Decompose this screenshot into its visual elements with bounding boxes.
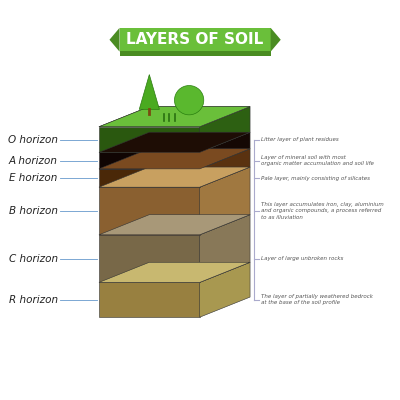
Polygon shape	[200, 262, 250, 317]
Polygon shape	[99, 187, 200, 235]
Polygon shape	[99, 149, 250, 169]
Polygon shape	[99, 167, 250, 187]
Polygon shape	[200, 149, 250, 187]
Polygon shape	[99, 132, 250, 152]
Polygon shape	[200, 167, 250, 235]
Polygon shape	[110, 28, 120, 52]
Polygon shape	[200, 132, 250, 169]
Text: Layer of large unbroken rocks: Layer of large unbroken rocks	[261, 256, 344, 261]
Text: E horizon: E horizon	[9, 173, 58, 183]
Text: C horizon: C horizon	[9, 254, 58, 264]
Text: A horizon: A horizon	[9, 156, 58, 166]
Polygon shape	[271, 28, 281, 52]
Polygon shape	[99, 152, 200, 169]
Polygon shape	[139, 74, 159, 109]
Polygon shape	[200, 215, 250, 282]
Polygon shape	[99, 169, 200, 187]
Polygon shape	[99, 235, 200, 282]
Text: Pale layer, mainly consisting of silicates: Pale layer, mainly consisting of silicat…	[261, 176, 370, 180]
Polygon shape	[99, 215, 250, 235]
Text: The layer of partially weathered bedrock
at the base of the soil profile: The layer of partially weathered bedrock…	[261, 294, 373, 306]
Polygon shape	[99, 282, 200, 317]
Polygon shape	[200, 106, 250, 152]
Polygon shape	[99, 127, 200, 152]
Polygon shape	[99, 262, 250, 282]
Text: B horizon: B horizon	[9, 206, 58, 216]
FancyBboxPatch shape	[120, 51, 271, 56]
Text: Litter layer of plant residues: Litter layer of plant residues	[261, 137, 339, 142]
Circle shape	[174, 86, 204, 115]
Text: O horizon: O horizon	[8, 134, 58, 144]
Text: This layer accumulates iron, clay, aluminium
and organic compounds, a process re: This layer accumulates iron, clay, alumi…	[261, 202, 384, 220]
Text: Layer of mineral soil with most
organic matter accumulation and soil life: Layer of mineral soil with most organic …	[261, 155, 374, 166]
Polygon shape	[99, 106, 250, 127]
Text: R horizon: R horizon	[9, 295, 58, 305]
Text: LAYERS OF SOIL: LAYERS OF SOIL	[126, 32, 264, 47]
Polygon shape	[99, 106, 250, 127]
FancyBboxPatch shape	[120, 28, 271, 52]
